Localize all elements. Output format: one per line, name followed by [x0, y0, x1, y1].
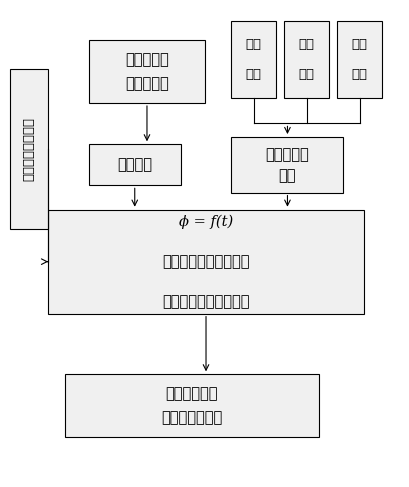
Text: 仪器: 仪器: [351, 68, 367, 81]
Text: 建立微钒时数据与地层: 建立微钒时数据与地层: [162, 294, 249, 309]
Bar: [89, 40, 204, 103]
Bar: [231, 21, 276, 98]
Text: 区域已钒井: 区域已钒井: [125, 76, 169, 91]
Bar: [337, 21, 381, 98]
Text: 孔隙度数据: 孔隙度数据: [265, 147, 308, 162]
Text: 测试: 测试: [351, 38, 367, 51]
Text: 数据平滑: 数据平滑: [117, 157, 152, 172]
Text: 随钒计算正钒井: 随钒计算正钒井: [161, 410, 222, 425]
Bar: [231, 137, 343, 193]
Bar: [48, 209, 363, 314]
Text: 地层: 地层: [278, 168, 295, 183]
Bar: [9, 69, 48, 229]
Text: 化验: 化验: [298, 38, 314, 51]
Text: 孔隙度数据的相关模型: 孔隙度数据的相关模型: [162, 254, 249, 269]
Text: 解释: 解释: [245, 38, 261, 51]
Text: 测井: 测井: [245, 68, 261, 81]
Bar: [64, 374, 318, 437]
Text: ϕ = f(t): ϕ = f(t): [178, 215, 233, 229]
Text: 微钒时数据: 微钒时数据: [125, 52, 169, 67]
Bar: [89, 144, 180, 186]
Text: 分析: 分析: [298, 68, 314, 81]
Text: 正钒井微钒时数据: 正钒井微钒时数据: [22, 117, 35, 181]
Bar: [284, 21, 328, 98]
Text: 的地层孔隙度: 的地层孔隙度: [165, 386, 218, 401]
